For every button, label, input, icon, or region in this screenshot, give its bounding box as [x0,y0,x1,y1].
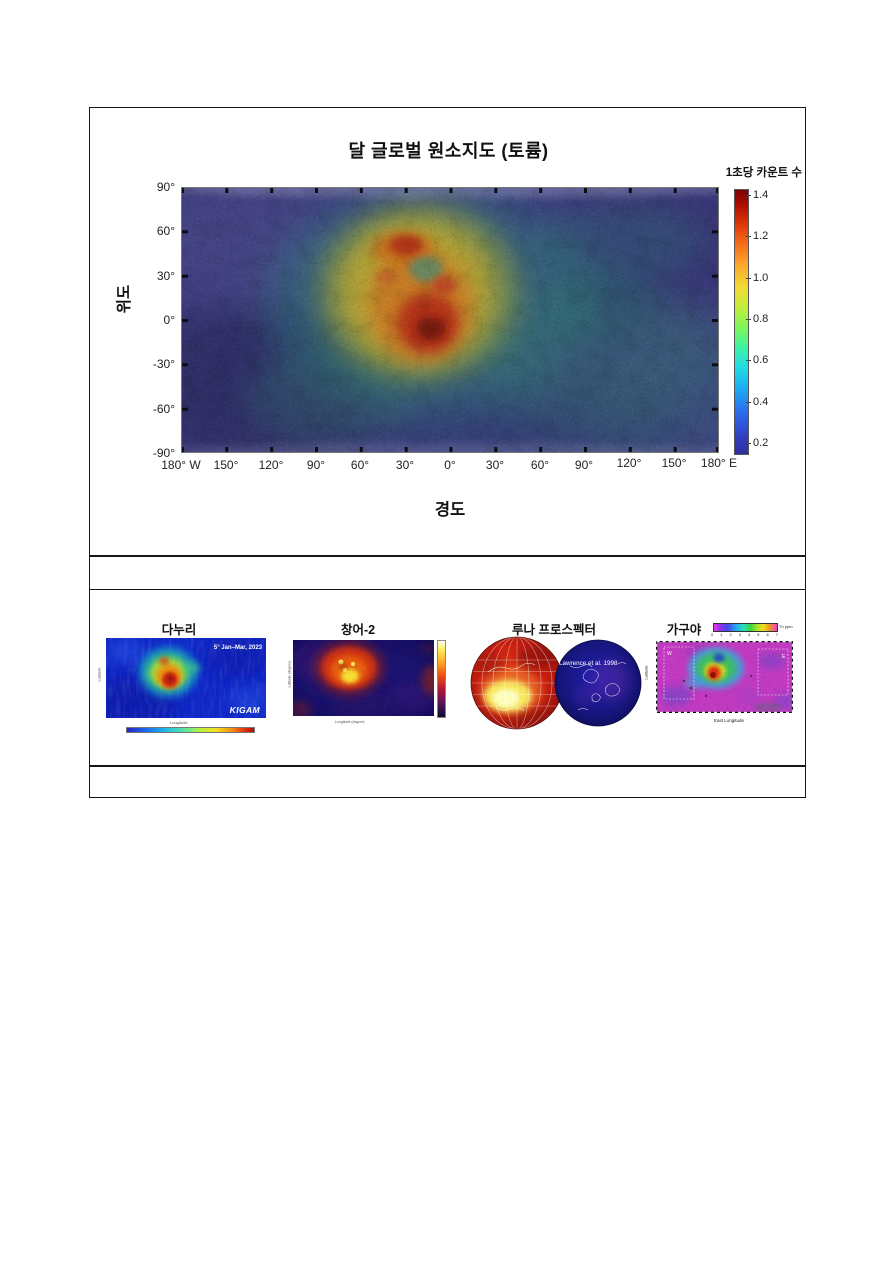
x-tick-label: 60° [350,458,370,472]
panel-title-change2: 창어-2 [340,622,376,637]
danuri-x-axis-label: Longitude [170,719,188,725]
danuri-y-axis-label: Latitude [96,667,102,682]
kaguya-colorbar-tick-label: 6 [766,631,769,637]
kaguya-east-box [757,648,789,696]
x-tick-label: 30° [485,458,505,472]
kaguya-colorbar-label: Th ppm [779,623,793,629]
kaguya-colorbar-tick-label: 7 [775,631,778,637]
x-tick-label: 150° [213,458,239,472]
x-tick-label: 120° [258,458,284,472]
kaguya-west-box [663,646,695,700]
danuri-map-image: 5° Jan–Mar, 2023 KIGAM [106,637,266,718]
colorbar-title: 1초당 카운트 수 [725,167,802,179]
kigam-logo: KIGAM [230,705,261,715]
x-tick-label: 120° [616,456,642,470]
prospector-annotation: Lawrence et al. 1998 [559,660,618,667]
row-comparison-figures: 다누리 5° Jan–Mar, 2023 KIGAM L [89,588,806,767]
y-tick-label: 0° [163,313,175,327]
kaguya-colorbar-tick-label: 4 [748,631,751,637]
x-tick-label: 180° W [161,458,201,472]
kaguya-colorbar-ticks: 0 1 2 3 4 5 6 7 [711,632,778,637]
y-tick-label: 90° [156,180,175,194]
colorbar-tick-label: 0.4 [746,396,787,408]
kaguya-colorbar-tick-label: 1 [720,631,723,637]
colorbar-tick-label: 1.2 [746,230,787,242]
lunar-thorium-map-image [181,187,719,453]
colorbar-tick-label: 0.8 [746,313,787,325]
kaguya-colorbar-tick-label: 0 [711,631,714,637]
y-tick-label: -90° [152,446,175,460]
kaguya-colorbar-tick-label: 5 [757,631,760,637]
x-tick-label: 90° [306,458,326,472]
y-tick-label: -30° [152,357,175,371]
kaguya-colorbar [713,622,778,632]
change2-colorbar [437,639,446,718]
row-main-figure: 달 글로벌 원소지도 (토륨) 1초당 카운트 수 위도 경도 90° 60° … [89,107,806,557]
change2-x-axis-label: Longitude (degree) [335,719,365,724]
change2-y-axis-label: Latitude (degree) [287,660,292,688]
colorbar-tick-label: 0.6 [746,354,787,366]
figure-table: 달 글로벌 원소지도 (토륨) 1초당 카운트 수 위도 경도 90° 60° … [89,107,806,799]
danuri-annotation: 5° Jan–Mar, 2023 [214,645,263,651]
y-tick-label: -60° [152,402,175,416]
x-tick-label: 30° [395,458,415,472]
chart-title: 달 글로벌 원소지도 (토륨) [348,141,549,161]
colorbar-tick-label: 0.2 [746,437,787,449]
panel-title-danuri: 다누리 [161,622,197,637]
lunar-prospector-globes-image: Lawrence et al. 1998 [470,636,642,730]
kaguya-y-axis-label: Latitude [643,665,649,680]
main-colorbar [734,189,749,455]
kaguya-colorbar-tick-label: 3 [738,631,741,637]
row-spacer-2 [89,765,806,799]
x-tick-label: 150° [661,456,687,470]
x-tick-label: 60° [530,458,550,472]
danuri-colorbar [126,726,255,733]
y-tick-label: 60° [156,224,175,238]
panel-title-kaguya: 가구야 [666,622,702,637]
y-tick-label: 30° [156,269,175,283]
row-spacer-1 [89,555,806,591]
change2-map-image [293,639,434,716]
kaguya-east-label: E [782,654,786,660]
kaguya-x-axis-label: East Longitude [713,717,745,723]
kaguya-map-image: W E [656,640,793,713]
x-tick-label: 180° E [700,456,738,470]
kaguya-west-label: W [667,651,672,657]
colorbar-tick-label: 1.4 [746,189,787,201]
x-tick-label: 90° [574,458,594,472]
x-tick-label: 0° [444,458,456,472]
x-axis-label: 경도 [434,501,466,519]
colorbar-tick-label: 1.0 [746,272,787,284]
panel-title-lunar-prospector: 루나 프로스펙터 [512,622,596,637]
kaguya-colorbar-tick-label: 2 [729,631,732,637]
